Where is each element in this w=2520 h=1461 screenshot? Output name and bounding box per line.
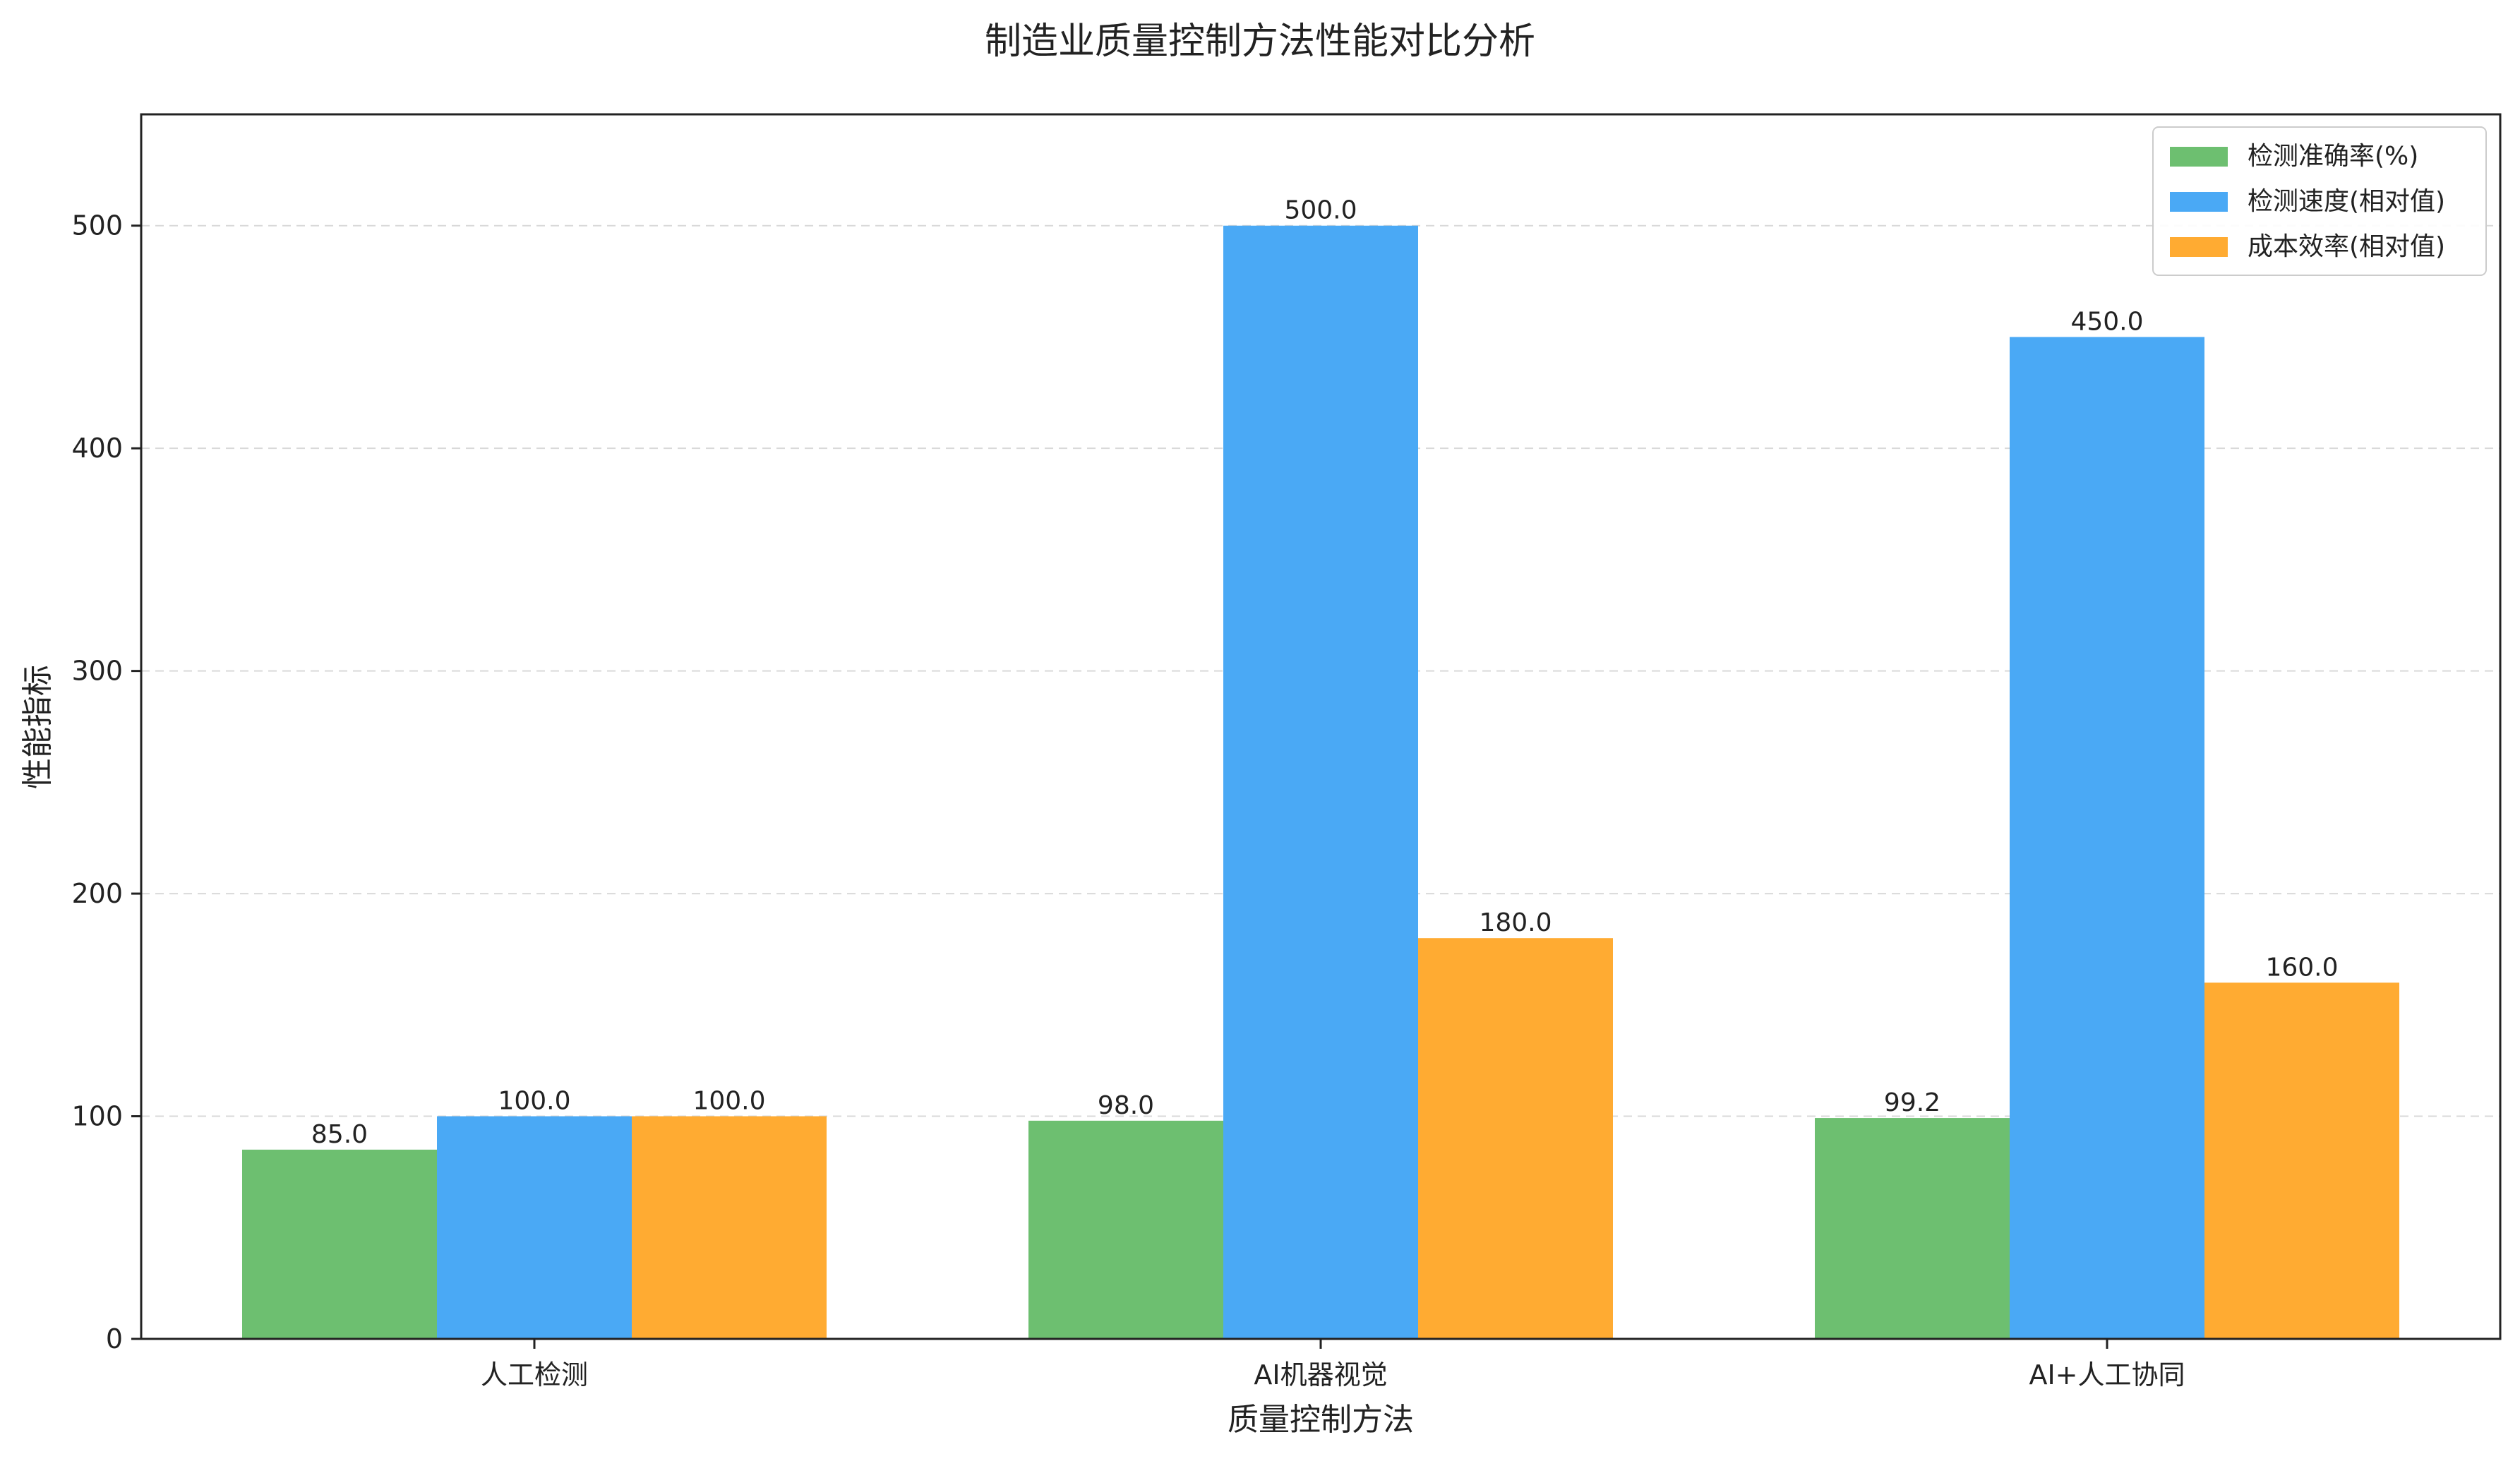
y-tick-label: 500 [71, 210, 123, 241]
data-label: 98.0 [1098, 1091, 1154, 1120]
bar [1028, 1120, 1223, 1339]
y-tick-label: 0 [106, 1323, 123, 1354]
legend-swatch [2170, 147, 2228, 167]
bar [1223, 225, 1418, 1339]
y-tick-label: 200 [71, 878, 123, 909]
data-label: 160.0 [2265, 953, 2338, 982]
data-label: 100.0 [498, 1087, 570, 1116]
chart-title: 制造业质量控制方法性能对比分析 [985, 20, 1535, 63]
legend-label: 成本效率(相对值) [2248, 232, 2445, 261]
bar [632, 1116, 827, 1339]
data-label: 85.0 [311, 1120, 368, 1149]
bar [2010, 337, 2204, 1339]
legend-label: 检测速度(相对值) [2248, 187, 2445, 216]
bars-layer [242, 225, 2399, 1339]
legend-swatch [2170, 237, 2228, 257]
data-label: 99.2 [1884, 1088, 1940, 1117]
legend: 检测准确率(%) 检测速度(相对值) 成本效率(相对值) [2152, 126, 2487, 276]
data-label: 500.0 [1284, 196, 1357, 225]
y-axis: 0 100 200 300 400 500 [71, 210, 141, 1354]
bar [2204, 982, 2399, 1339]
x-tick-label: AI机器视觉 [1254, 1359, 1387, 1390]
y-tick-label: 400 [71, 433, 123, 464]
legend-box [2152, 126, 2487, 276]
bar [1418, 938, 1613, 1339]
y-tick-label: 100 [71, 1101, 123, 1132]
x-axis-label: 质量控制方法 [1228, 1402, 1414, 1438]
data-labels-layer: 85.0 100.0 100.0 98.0 500.0 180.0 99.2 450.0 160… [311, 196, 2339, 1149]
x-tick-label: AI+人工协同 [2029, 1359, 2185, 1390]
x-axis: 人工检测 AI机器视觉 AI+人工协同 [481, 1339, 2185, 1390]
y-tick-label: 300 [71, 656, 123, 687]
legend-swatch [2170, 192, 2228, 212]
y-axis-label: 性能指标 [20, 665, 56, 789]
data-label: 100.0 [692, 1087, 765, 1116]
bar [437, 1116, 632, 1339]
legend-label: 检测准确率(%) [2248, 142, 2418, 171]
data-label: 180.0 [1479, 908, 1552, 937]
x-tick-label: 人工检测 [481, 1359, 588, 1390]
bar [1815, 1118, 2010, 1339]
bar [242, 1149, 437, 1339]
data-label: 450.0 [2070, 307, 2143, 336]
